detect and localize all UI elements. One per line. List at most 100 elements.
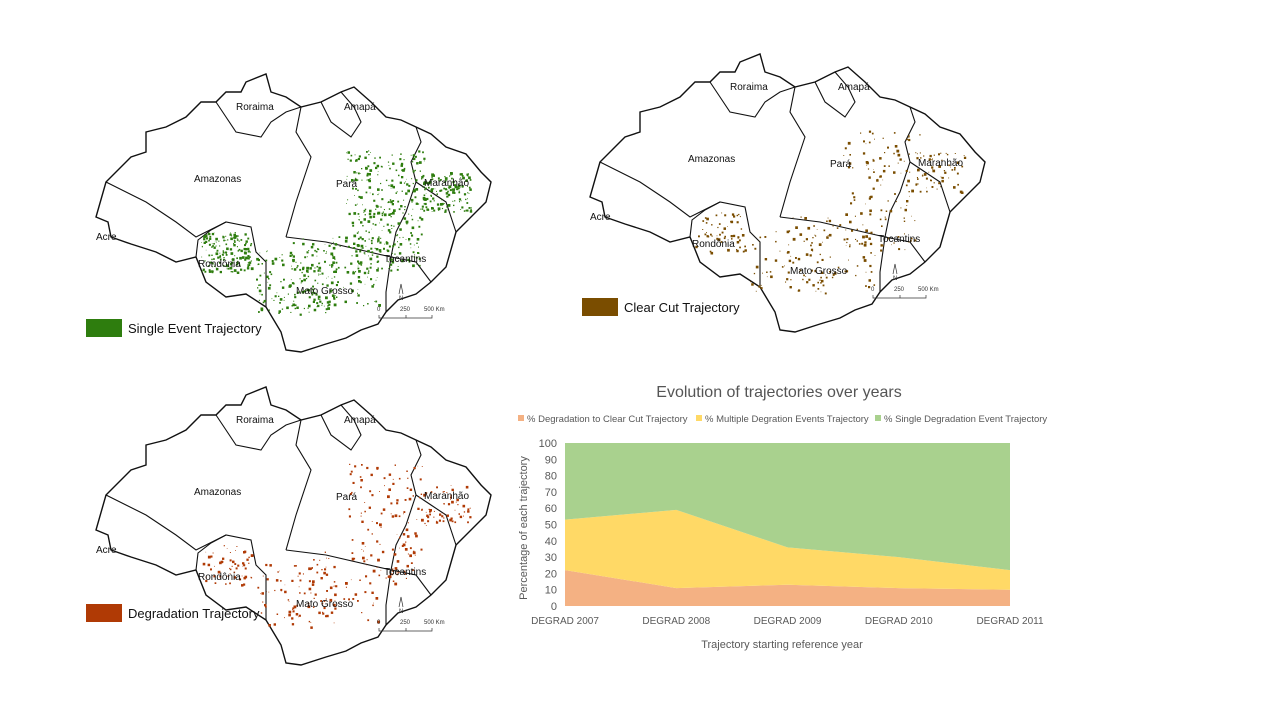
- trajectory-pixel: [433, 510, 435, 512]
- trajectory-pixel: [438, 179, 440, 182]
- trajectory-pixel: [885, 210, 888, 212]
- y-tick-label: 100: [539, 438, 557, 450]
- trajectory-pixel: [201, 256, 203, 258]
- trajectory-pixel: [237, 250, 240, 252]
- trajectory-pixel: [216, 251, 218, 252]
- trajectory-pixel: [775, 231, 777, 233]
- trajectory-pixel: [408, 238, 411, 241]
- trajectory-pixel: [377, 260, 380, 263]
- y-tick-label: 30: [545, 552, 557, 564]
- trajectory-pixel: [420, 233, 423, 236]
- trajectory-pixel: [315, 250, 318, 253]
- trajectory-pixel: [208, 254, 211, 257]
- trajectory-pixel: [416, 238, 420, 241]
- trajectory-pixel: [419, 478, 422, 481]
- trajectory-pixel: [375, 300, 378, 303]
- trajectory-pixel: [236, 257, 238, 260]
- trajectory-pixel: [434, 188, 436, 190]
- trajectory-pixel: [785, 281, 787, 283]
- trajectory-pixel: [784, 265, 785, 267]
- trajectory-pixel: [231, 271, 234, 273]
- trajectory-pixel: [391, 211, 395, 215]
- trajectory-pixel: [366, 559, 368, 561]
- trajectory-pixel: [371, 591, 374, 594]
- trajectory-pixel: [364, 156, 367, 159]
- trajectory-pixel: [329, 264, 331, 266]
- trajectory-pixel: [373, 602, 374, 604]
- trajectory-pixel: [873, 171, 875, 173]
- trajectory-pixel: [405, 528, 409, 532]
- trajectory-pixel: [313, 298, 316, 301]
- trajectory-pixel: [300, 280, 303, 283]
- map-panel-clear-cut: Roraima Amapá Amazonas Pará Maranhão Acr…: [580, 42, 1000, 342]
- trajectory-pixel: [243, 577, 246, 580]
- trajectory-pixel: [391, 573, 394, 576]
- trajectory-pixel: [318, 273, 320, 275]
- trajectory-pixel: [758, 240, 760, 242]
- trajectory-pixel: [380, 165, 383, 168]
- trajectory-pixel: [357, 600, 359, 602]
- trajectory-pixel: [467, 185, 468, 187]
- trajectory-pixel: [865, 203, 866, 205]
- trajectory-pixel: [394, 514, 398, 518]
- trajectory-pixel: [423, 203, 425, 205]
- trajectory-pixel: [387, 161, 390, 163]
- trajectory-pixel: [928, 158, 931, 161]
- trajectory-pixel: [389, 231, 392, 234]
- trajectory-pixel: [372, 215, 376, 218]
- trajectory-pixel: [808, 278, 811, 281]
- trajectory-pixel: [736, 249, 739, 253]
- north-arrow-label: N: [399, 296, 403, 302]
- trajectory-pixel: [422, 198, 425, 201]
- state-label-rondonia: Rondônia: [692, 239, 735, 250]
- trajectory-pixel: [429, 513, 431, 516]
- trajectory-pixel: [210, 568, 212, 571]
- trajectory-pixel: [828, 219, 832, 223]
- trajectory-pixel: [416, 162, 419, 165]
- trajectory-pixel: [350, 470, 353, 473]
- trajectory-pixel: [365, 575, 368, 578]
- trajectory-pixel: [366, 174, 369, 177]
- trajectory-pixel: [241, 256, 245, 259]
- trajectory-pixel: [367, 249, 370, 253]
- trajectory-pixel: [356, 244, 360, 247]
- trajectory-pixel: [931, 159, 933, 161]
- trajectory-pixel: [900, 172, 902, 174]
- trajectory-pixel: [263, 272, 265, 274]
- trajectory-pixel: [867, 168, 870, 170]
- trajectory-pixel: [856, 228, 858, 231]
- trajectory-pixel: [412, 251, 415, 254]
- trajectory-pixel: [352, 481, 355, 484]
- trajectory-pixel: [825, 276, 828, 279]
- trajectory-pixel: [798, 289, 801, 292]
- trajectory-pixel: [282, 263, 285, 267]
- amazon-map-svg: Roraima Amapá Amazonas Pará Maranhão Acr…: [589, 53, 986, 333]
- trajectory-pixel: [344, 300, 347, 304]
- trajectory-pixel: [232, 261, 233, 263]
- trajectory-pixel: [399, 547, 400, 549]
- trajectory-pixel: [744, 249, 747, 252]
- trajectory-pixel: [323, 607, 326, 610]
- trajectory-pixel: [433, 209, 436, 212]
- trajectory-pixel: [222, 265, 225, 267]
- trajectory-pixel: [313, 597, 315, 599]
- trajectory-pixel: [905, 184, 908, 187]
- trajectory-pixel: [278, 312, 280, 314]
- trajectory-pixel: [219, 252, 221, 254]
- trajectory-pixel: [938, 153, 940, 156]
- trajectory-pixel: [870, 252, 872, 254]
- trajectory-pixel: [821, 258, 824, 261]
- trajectory-pixel: [242, 565, 243, 567]
- trajectory-pixel: [303, 274, 306, 277]
- trajectory-pixel: [205, 234, 208, 238]
- trajectory-pixel: [860, 132, 862, 134]
- trajectory-pixel: [375, 166, 378, 170]
- trajectory-pixel: [225, 239, 227, 241]
- trajectory-pixel: [370, 247, 373, 250]
- trajectory-pixel: [457, 187, 460, 190]
- trajectory-pixel: [411, 215, 413, 217]
- trajectory-pixel: [360, 479, 363, 482]
- trajectory-pixel: [412, 208, 414, 210]
- trajectory-pixel: [307, 307, 309, 309]
- trajectory-pixel: [332, 241, 334, 243]
